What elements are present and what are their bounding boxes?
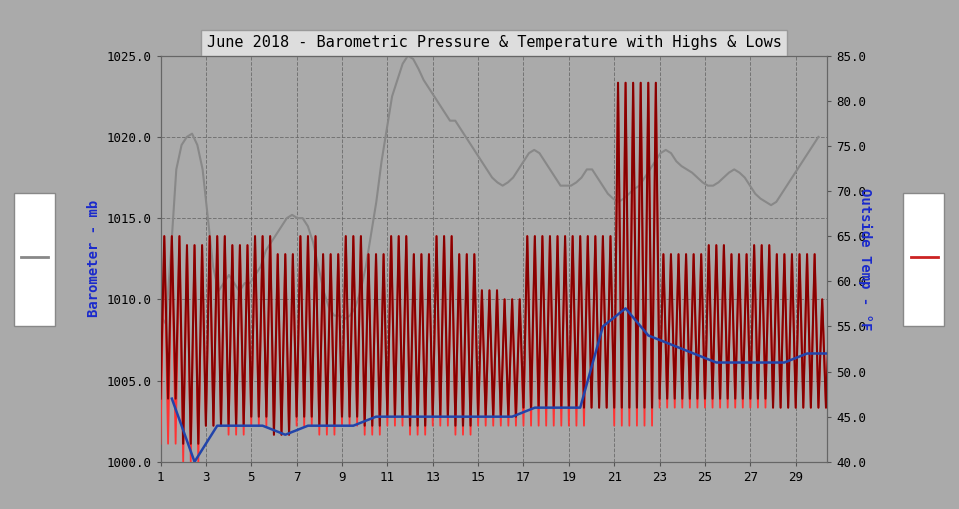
Title: June 2018 - Barometric Pressure & Temperature with Highs & Lows: June 2018 - Barometric Pressure & Temper…: [206, 35, 782, 50]
Y-axis label: Barometer - mb: Barometer - mb: [87, 200, 101, 318]
Y-axis label: Outside Temp - °F: Outside Temp - °F: [858, 187, 872, 330]
